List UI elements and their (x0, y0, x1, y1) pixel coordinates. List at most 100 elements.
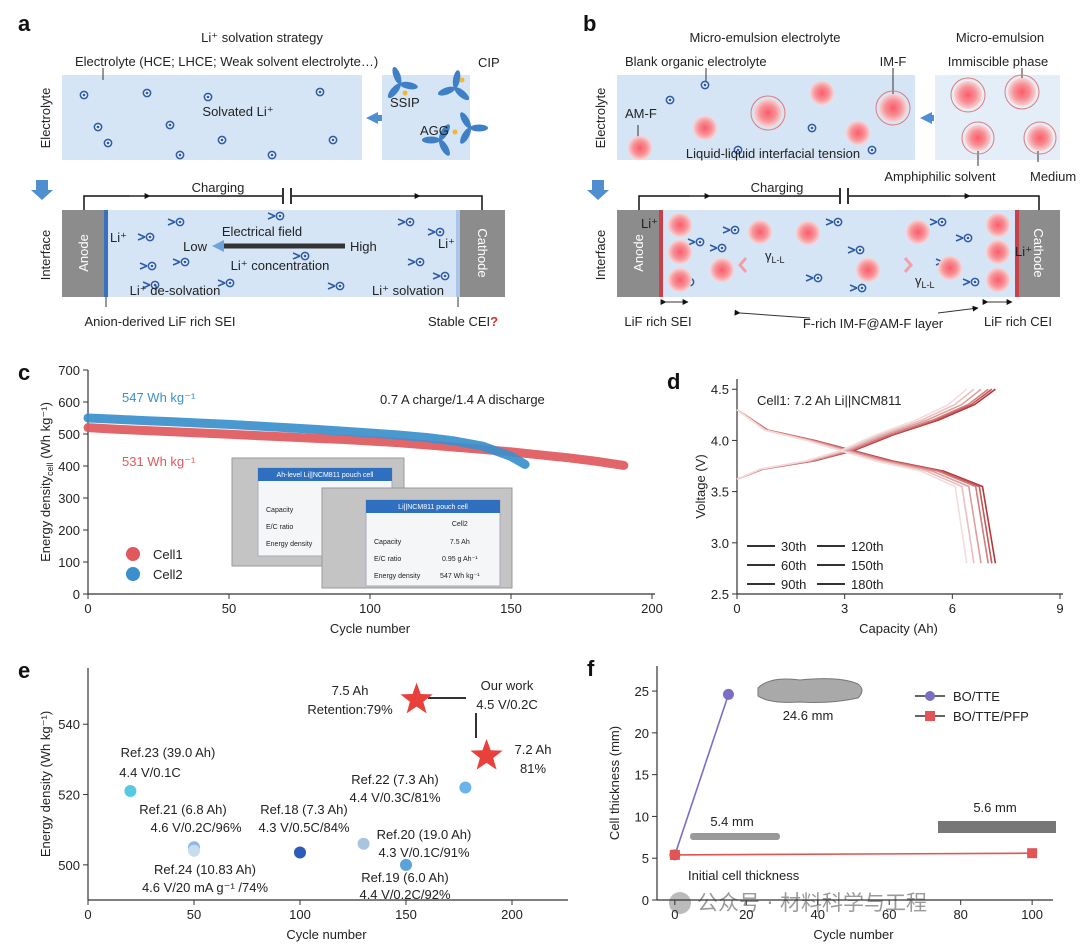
x-tick-label: 150 (500, 601, 522, 616)
x-tick-label: 100 (359, 601, 381, 616)
anion-tail (722, 226, 731, 234)
annotation: 4.5 V/0.2C (476, 697, 537, 712)
label: Li⁺ (1015, 244, 1032, 259)
legend-label: 180th (851, 577, 884, 592)
label: F-rich IM-F@AM-F layer (803, 316, 944, 331)
cathode-block (460, 210, 505, 297)
solvent-molecule (452, 70, 461, 89)
arrow (31, 180, 53, 200)
legend-label: Cell1 (153, 547, 183, 562)
y-tick-label: 100 (58, 555, 80, 570)
label: Li⁺ concentration (231, 258, 330, 273)
gamma-label: γL-L (765, 248, 785, 265)
anion-tail (267, 212, 276, 220)
gamma-subscript: L-L (772, 255, 785, 265)
li-ion-core (148, 235, 152, 239)
y-axis-label: Cell thickness (mm) (607, 726, 622, 840)
label: CIP (478, 55, 500, 70)
li-ion-core (418, 260, 422, 264)
point (722, 688, 734, 700)
legend-marker (925, 691, 935, 701)
li-ion-core (668, 98, 672, 102)
cei-layer (1015, 210, 1019, 297)
droplet (938, 256, 962, 280)
li-ion-core (106, 141, 110, 145)
annotation: 24.6 mm (783, 708, 834, 723)
chevron (738, 257, 748, 273)
series-line (674, 852, 1033, 856)
point-label: 4.3 V/0.5C/84% (258, 820, 349, 835)
li-ion-core (698, 240, 702, 244)
legend-marker (925, 711, 935, 721)
anion-tail (292, 252, 301, 260)
y-tick-label: 20 (635, 726, 649, 741)
point-label: Ref.21 (6.8 Ah) (139, 802, 226, 817)
cei-layer (456, 210, 460, 297)
y-tick-label: 3.5 (711, 485, 729, 500)
li-ion-core (168, 123, 172, 127)
x-tick-label: 3 (841, 601, 848, 616)
x-tick-label: 200 (501, 907, 523, 922)
swollen-pouch (757, 678, 863, 703)
droplet (846, 121, 870, 145)
droplet-ring (1023, 121, 1057, 155)
label: Li⁺ (110, 230, 127, 245)
arrow (372, 115, 382, 121)
label: AGG (420, 123, 449, 138)
annotation: 5.6 mm (973, 800, 1016, 815)
label: Low (183, 239, 207, 254)
pointer (734, 309, 811, 319)
solvent-molecule (387, 83, 401, 99)
droplet-ring (875, 90, 911, 126)
x-tick-label: 60 (882, 907, 896, 922)
li-ion-core (178, 153, 182, 157)
droplet (754, 99, 782, 127)
point-label: 4.4 V/0.2C/92% (359, 887, 450, 902)
label: Li⁺ solvation (372, 283, 444, 298)
anion-tail (849, 284, 858, 292)
li-ion-core (270, 153, 274, 157)
x-tick-label: 150 (395, 907, 417, 922)
y-tick-label: 400 (58, 459, 80, 474)
y-tick-label: 3.0 (711, 536, 729, 551)
panel-letter: c (18, 360, 30, 385)
row-label: Interface (38, 230, 53, 281)
legend-label: 120th (851, 539, 884, 554)
legend-label: BO/TTE (953, 689, 1000, 704)
droplet (906, 220, 930, 244)
gamma-subscript: L-L (922, 280, 935, 290)
point (1027, 848, 1038, 859)
point-label: Ref.18 (7.3 Ah) (260, 802, 347, 817)
label: Charging (751, 180, 804, 195)
discharge-curve (736, 409, 968, 564)
droplet (986, 213, 1010, 237)
x-tick-label: 80 (953, 907, 967, 922)
solvent-molecule (422, 136, 440, 144)
x-tick-label: 20 (739, 907, 753, 922)
label: Stable CEI? (428, 314, 498, 329)
point-label: 4.6 V/0.2C/96% (150, 820, 241, 835)
droplet (1027, 125, 1053, 151)
annotation: 531 Wh kg⁻¹ (122, 454, 196, 469)
point-label: Ref.23 (39.0 Ah) (121, 745, 216, 760)
li-ion-core (703, 83, 707, 87)
li-ion-core (153, 283, 157, 287)
li-ion-core (438, 230, 442, 234)
li-ion-core (206, 95, 210, 99)
y-tick-label: 200 (58, 523, 80, 538)
point-label: Ref.22 (7.3 Ah) (351, 772, 438, 787)
label: Anion-derived LiF rich SEI (84, 314, 235, 329)
li-ion-core (82, 93, 86, 97)
point-label: 4.6 V/20 mA g⁻¹ /74% (142, 880, 269, 895)
label: Charging (192, 180, 245, 195)
anion-tail (709, 244, 718, 252)
li-ion-core (973, 280, 977, 284)
label: Li⁺ (641, 216, 658, 231)
droplet-ring (750, 95, 786, 131)
pouch-label (365, 499, 501, 587)
label: Electrolyte (HCE; LHCE; Weak solvent ele… (75, 54, 378, 69)
droplet (986, 268, 1010, 292)
y-tick-label: 540 (58, 717, 80, 732)
y-tick-label: 5 (642, 851, 649, 866)
row-label: Electrolyte (593, 88, 608, 149)
